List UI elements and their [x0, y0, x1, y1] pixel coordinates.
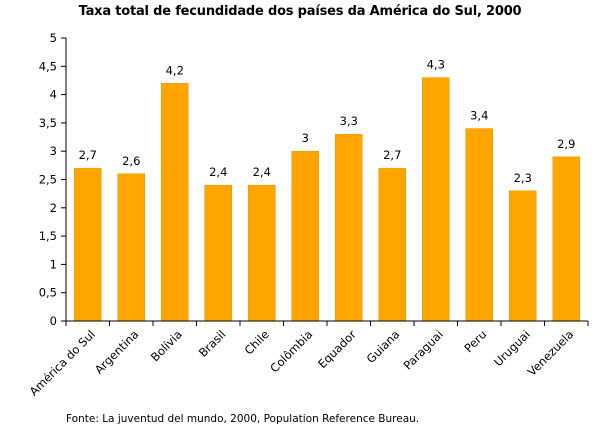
- y-tick-label: 2,5: [39, 173, 57, 187]
- data-label: 4,3: [427, 58, 445, 72]
- y-tick-label: 0,5: [39, 286, 57, 300]
- data-label: 2,4: [253, 165, 271, 179]
- x-category-label: Peru: [461, 327, 489, 355]
- bar-uruguai: [509, 190, 537, 322]
- data-label: 2,4: [209, 165, 227, 179]
- bar-brasil: [204, 184, 232, 322]
- y-tick-label: 4: [50, 88, 57, 102]
- x-category-label: Chile: [242, 327, 272, 357]
- data-label: 2,7: [79, 148, 97, 162]
- y-tick-label: 2: [50, 201, 57, 215]
- data-label: 2,9: [557, 137, 575, 151]
- data-label: 3,3: [340, 114, 358, 128]
- x-category-label: Paraguai: [401, 327, 446, 372]
- y-tick-label: 1: [50, 257, 57, 271]
- y-tick-label: 3,5: [39, 116, 57, 130]
- y-tick-label: 0: [50, 314, 57, 328]
- x-category-label: Venezuela: [525, 327, 577, 379]
- bar-bol-via: [161, 83, 189, 322]
- data-label: 2,3: [514, 171, 532, 185]
- data-label: 3,4: [470, 109, 488, 123]
- x-category-label: Uruguai: [491, 327, 533, 369]
- x-category-label: Brasil: [196, 327, 229, 360]
- axes: [65, 38, 589, 326]
- bar-col-mbia: [291, 150, 319, 322]
- data-label: 4,2: [166, 63, 184, 77]
- bar-chile: [248, 184, 276, 322]
- bar-paraguai: [422, 77, 450, 322]
- chart-title: Taxa total de fecundidade dos países da …: [78, 4, 522, 19]
- bar-am-rica-do-sul: [74, 167, 102, 322]
- y-tick-label: 1,5: [39, 229, 57, 243]
- data-label: 3: [302, 131, 309, 145]
- x-category-label: Argentina: [92, 327, 142, 377]
- data-label: 2,7: [383, 148, 401, 162]
- bar-argentina: [117, 173, 145, 322]
- bars-group: [74, 77, 580, 322]
- x-category-label: Guiana: [364, 327, 403, 366]
- source-note: Fonte: La juventud del mundo, 2000, Popu…: [66, 413, 420, 425]
- bar-equador: [335, 133, 363, 322]
- x-category-label: América do Sul: [27, 327, 98, 398]
- data-labels-group: 2,7 2,6 4,2 2,4 2,4 3 3,3 2,7 4,3 3,4 2,3 2,9: [79, 58, 576, 185]
- x-category-label: Colômbia: [267, 327, 315, 375]
- y-axis-ticks: 0 0,5 1 1,5 2 2,5 3 3,5 4 4,5 5: [39, 31, 66, 328]
- bar-venezuela: [552, 156, 580, 322]
- x-category-label: Bolívia: [148, 327, 185, 364]
- bar-peru: [465, 128, 493, 322]
- y-tick-label: 4,5: [39, 59, 57, 73]
- x-category-label: Equador: [315, 327, 359, 371]
- data-label: 2,6: [122, 154, 140, 168]
- y-tick-label: 3: [50, 144, 57, 158]
- bar-guiana: [378, 167, 406, 322]
- y-tick-label: 5: [50, 31, 57, 45]
